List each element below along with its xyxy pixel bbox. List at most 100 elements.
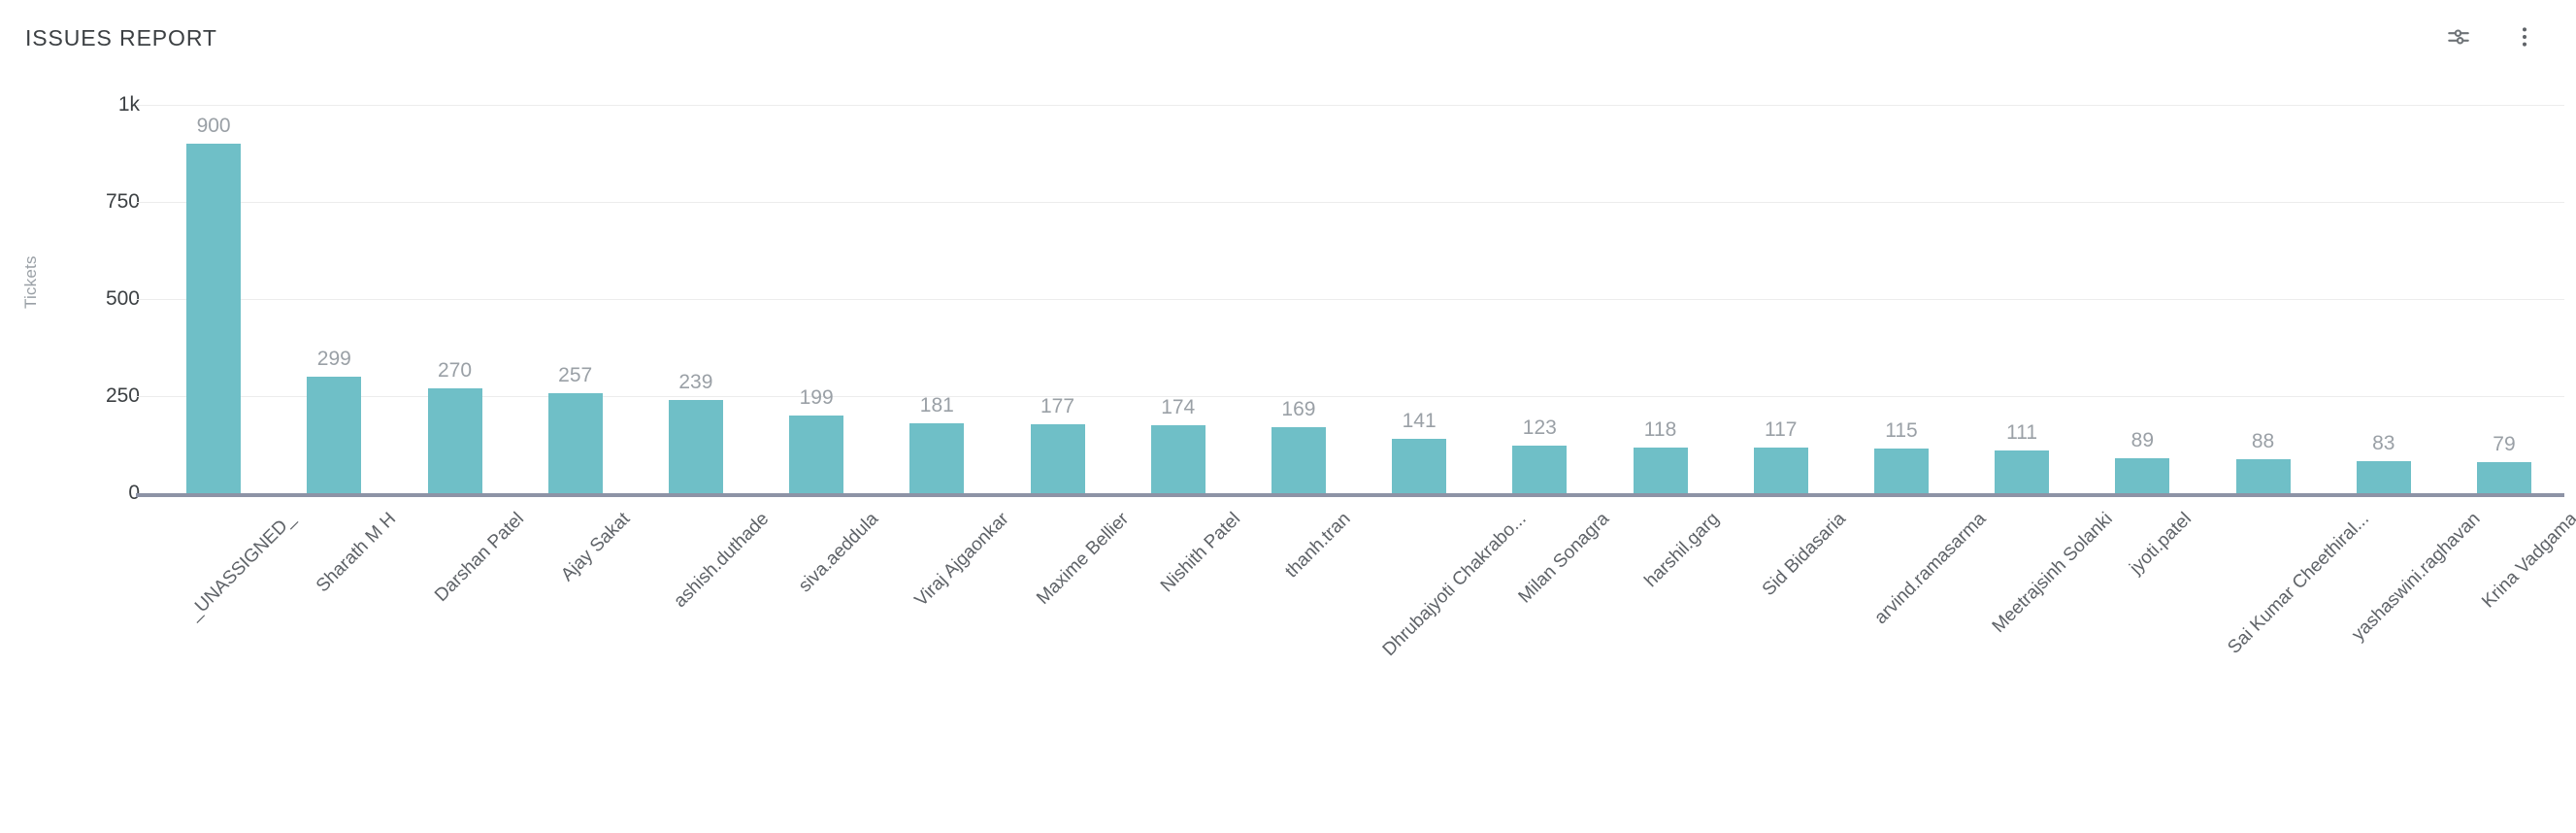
header-actions: [2442, 21, 2541, 54]
bar[interactable]: [1873, 449, 1929, 493]
bar-slot[interactable]: 89: [2082, 76, 2202, 493]
gridline: [136, 105, 2564, 106]
x-axis-tick-label[interactable]: Nishith Patel: [1156, 509, 1244, 597]
bar-value-label: 115: [1885, 419, 1918, 442]
sliders-icon: [2446, 24, 2471, 52]
bar-value-label: 199: [799, 386, 834, 410]
x-axis-tick-label[interactable]: Sai Kumar Cheethiral...: [2223, 509, 2373, 658]
bar-value-label: 177: [1040, 395, 1075, 418]
bar-slot[interactable]: 123: [1479, 76, 1600, 493]
plot-region: 900 299 270 257 239 199 181 177 174 169 141 123 118 1…: [136, 76, 2576, 833]
y-axis-tick-label: 500: [105, 287, 140, 310]
bar[interactable]: [2356, 460, 2411, 493]
bar[interactable]: [1753, 448, 1808, 493]
bar-slot[interactable]: 83: [2324, 76, 2444, 493]
x-axis-tick-label[interactable]: Sharath M H: [313, 509, 401, 597]
more-vertical-icon-button[interactable]: [2508, 21, 2541, 54]
bar-slot[interactable]: 111: [1962, 76, 2082, 493]
chart-area: Tickets 1k 750 500 250 0 900 299 270 257 239 199 1…: [0, 76, 2576, 833]
x-axis-tick-label[interactable]: Viraj Ajgaonkar: [910, 509, 1013, 611]
y-axis-title: Tickets: [21, 255, 40, 309]
bar-slot[interactable]: 141: [1359, 76, 1479, 493]
bar-value-label: 141: [1402, 409, 1437, 432]
bar[interactable]: [307, 377, 362, 493]
x-axis-line: [136, 493, 2564, 497]
bar-slot[interactable]: 88: [2202, 76, 2323, 493]
bar-slot[interactable]: 79: [2444, 76, 2564, 493]
bar-value-label: 111: [2006, 420, 2038, 444]
bar[interactable]: [1633, 447, 1688, 493]
bar-value-label: 83: [2372, 431, 2395, 454]
gridline: [136, 396, 2564, 397]
bar[interactable]: [1995, 450, 2050, 493]
bar[interactable]: [1512, 445, 1568, 493]
bar-value-label: 299: [316, 348, 351, 371]
bar-slot[interactable]: 115: [1841, 76, 1962, 493]
bar-value-label: 117: [1764, 418, 1798, 442]
bar[interactable]: [1150, 425, 1205, 493]
x-axis-tick-label[interactable]: Darshan Patel: [430, 509, 528, 606]
x-axis-tick-label[interactable]: _UNASSIGNED_: [183, 509, 300, 624]
y-axis-tick-label: 0: [128, 482, 140, 504]
bar-series: 900 299 270 257 239 199 181 177 174 169 141 123 118 1…: [153, 76, 2564, 493]
x-axis-tick-label[interactable]: Sid Bidasaria: [1758, 509, 1850, 601]
bar-value-label: 88: [2251, 429, 2275, 452]
y-axis-tick-label: 1k: [117, 93, 140, 116]
bar-slot[interactable]: 900: [153, 76, 274, 493]
x-axis-tick-label[interactable]: thanh.tran: [1281, 509, 1355, 583]
x-axis-tick-label[interactable]: arvind.ramasarma: [1870, 509, 1991, 629]
page-title: ISSUES REPORT: [25, 24, 217, 50]
bar[interactable]: [909, 422, 965, 493]
x-axis-tick-label[interactable]: jyoti.patel: [2126, 509, 2196, 579]
bar-value-label: 270: [437, 359, 473, 382]
bar-value-label: 79: [2493, 433, 2516, 456]
more-vertical-icon: [2512, 24, 2537, 52]
bar-slot[interactable]: 169: [1238, 76, 1359, 493]
x-axis-tick-label[interactable]: ashish.duthade: [670, 509, 774, 612]
bar-slot[interactable]: 177: [997, 76, 1117, 493]
bar[interactable]: [1392, 438, 1447, 493]
bar-slot[interactable]: 299: [274, 76, 394, 493]
bar-value-label: 174: [1161, 396, 1196, 419]
bar-value-label: 257: [558, 364, 593, 387]
x-axis-tick-label[interactable]: Ajay Sakat: [556, 509, 634, 586]
bar[interactable]: [789, 416, 844, 493]
bar-value-label: 169: [1281, 398, 1316, 421]
bar-slot[interactable]: 174: [1118, 76, 1238, 493]
bar-slot[interactable]: 117: [1721, 76, 1841, 493]
bar-slot[interactable]: 257: [515, 76, 636, 493]
bar[interactable]: [427, 388, 482, 493]
x-axis-tick-label[interactable]: siva.aeddula: [795, 509, 883, 597]
bar-value-label: 123: [1522, 416, 1557, 439]
y-axis-tick-label: 750: [105, 190, 140, 213]
bar-slot[interactable]: 270: [394, 76, 514, 493]
card-header: ISSUES REPORT: [0, 0, 2576, 76]
x-axis-tick-label[interactable]: Dhrubajyoti Chakrabo...: [1378, 509, 1531, 660]
bar-value-label: 900: [196, 115, 231, 137]
x-axis-tick-label[interactable]: Meetrajsinh Solanki: [1988, 509, 2117, 638]
bar[interactable]: [1030, 424, 1085, 493]
x-axis-tick-label[interactable]: Krina Vadgama: [2478, 509, 2576, 613]
bar-slot[interactable]: 118: [1600, 76, 1720, 493]
sliders-icon-button[interactable]: [2442, 21, 2475, 54]
bar-value-label: 239: [678, 371, 713, 394]
bar-slot[interactable]: 239: [636, 76, 756, 493]
y-axis-tick-labels: 1k 750 500 250 0: [62, 76, 140, 833]
bar[interactable]: [1271, 427, 1326, 493]
x-axis-tick-label[interactable]: harshil.garg: [1639, 509, 1724, 592]
x-axis-tick-label[interactable]: Maxime Bellier: [1032, 509, 1133, 609]
gridline: [136, 299, 2564, 300]
bar-value-label: 181: [919, 393, 954, 416]
bar-slot[interactable]: 199: [756, 76, 876, 493]
bar[interactable]: [2476, 462, 2531, 493]
bar[interactable]: [2115, 458, 2170, 493]
bar[interactable]: [186, 144, 242, 493]
gridline: [136, 202, 2564, 203]
bar[interactable]: [668, 400, 723, 493]
bar-value-label: 89: [2130, 429, 2155, 452]
bar[interactable]: [547, 393, 603, 493]
bar-slot[interactable]: 181: [876, 76, 997, 493]
bar-value-label: 118: [1643, 417, 1677, 441]
bar[interactable]: [2235, 458, 2291, 493]
